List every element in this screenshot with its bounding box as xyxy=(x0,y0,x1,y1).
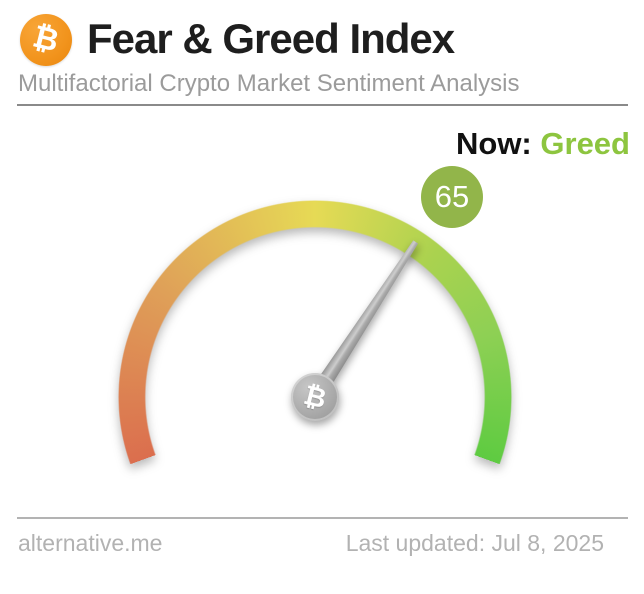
footer-divider xyxy=(17,517,628,519)
bitcoin-icon: ₿ xyxy=(20,14,72,66)
now-value: Greed xyxy=(540,126,630,161)
gauge-needle-layer: ₿ xyxy=(118,200,512,594)
value-badge-number: 65 xyxy=(434,179,470,214)
site-link[interactable]: alternative.me xyxy=(18,530,163,556)
page-title: Fear & Greed Index xyxy=(87,15,455,62)
gauge-hub: ₿ xyxy=(291,373,339,421)
bitcoin-hub-icon: ₿ xyxy=(300,379,330,415)
page-subtitle: Multifactorial Crypto Market Sentiment A… xyxy=(18,70,520,97)
sentiment-gauge: ₿ xyxy=(118,200,512,594)
current-status: Now: Greed xyxy=(456,126,630,162)
now-label: Now: xyxy=(456,126,532,161)
header-divider xyxy=(17,104,628,106)
fear-greed-widget: ₿ Fear & Greed Index Multifactorial Cryp… xyxy=(17,14,630,594)
last-updated-text: Last updated: Jul 8, 2025 xyxy=(345,530,604,556)
bitcoin-symbol: ₿ xyxy=(29,17,63,60)
value-badge: 65 xyxy=(421,166,483,228)
